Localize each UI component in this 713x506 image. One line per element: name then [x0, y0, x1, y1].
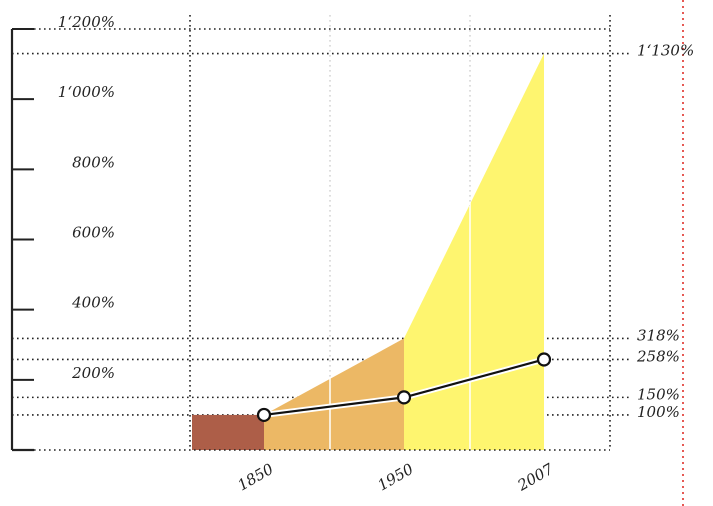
y2-tick-label: 100% [637, 403, 680, 421]
y-tick-label: 1‘200% [58, 13, 115, 31]
y2-tick-label: 1‘130% [637, 42, 694, 60]
y-tick-label: 400% [71, 294, 115, 312]
y-tick-label: 1‘000% [58, 83, 115, 101]
y-tick-label: 800% [72, 153, 115, 171]
y2-tick-label: 318% [637, 326, 680, 344]
y2-tick-label: 150% [637, 385, 680, 403]
point [396, 390, 412, 405]
x-tick-label: 1950 [374, 460, 416, 495]
area-segment [264, 338, 404, 450]
y-tick-label: 600% [72, 224, 115, 242]
point [536, 352, 552, 367]
area-segment [404, 53, 544, 450]
y-tick-label: 200% [71, 364, 115, 382]
x-tick-label: 2007 [514, 460, 557, 495]
x-tick-label: 1850 [234, 460, 276, 495]
y2-tick-label: 258% [636, 347, 680, 365]
area-block [192, 414, 264, 450]
point [256, 407, 272, 423]
